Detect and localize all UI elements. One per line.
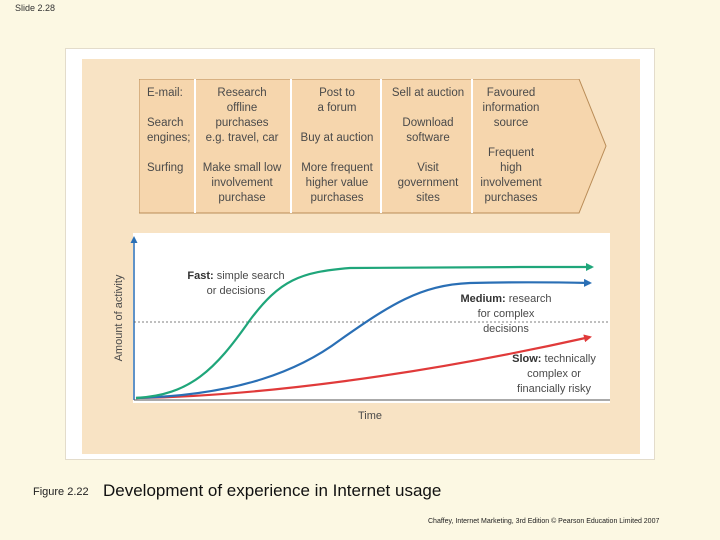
cell-sell-auction: Sell at auction — [391, 87, 465, 99]
slow-label: Slow: technically complex or financially… — [502, 352, 606, 397]
slow-label-text: technically complex or financially risky — [517, 353, 596, 395]
medium-label-bold: Medium: — [460, 293, 506, 305]
slide-number: Slide 2.28 — [15, 3, 56, 13]
fast-label-bold: Fast: — [187, 270, 214, 282]
cell-download-software: Download software — [402, 117, 454, 144]
cell-high-involvement: Frequent high involvement purchases — [480, 147, 542, 204]
x-axis-label: Time — [357, 410, 383, 422]
cell-post-forum: Post to a forum — [317, 87, 357, 114]
cell-search-engines: Search engines; — [147, 117, 191, 144]
medium-label-text: research for complex decisions — [477, 293, 552, 335]
credit-line: Chaffey, Internet Marketing, 3rd Edition… — [428, 518, 660, 525]
stage-arrow — [139, 79, 607, 214]
medium-curve — [135, 278, 592, 400]
slow-label-bold: Slow: — [512, 353, 542, 365]
cell-frequent-purchases: More frequent higher value purchases — [301, 162, 373, 204]
cell-surfing: Surfing — [147, 162, 184, 174]
cell-research-offline: Research offline purchases e.g. travel, … — [205, 87, 279, 144]
figure-number: Figure 2.22 — [33, 486, 89, 498]
cell-email: E-mail: — [147, 87, 183, 99]
cell-small-purchase: Make small low involvement purchase — [202, 162, 282, 204]
slow-curve — [135, 334, 592, 400]
fast-label-text: simple search or decisions — [206, 270, 285, 297]
fast-curve — [135, 263, 594, 400]
cell-visit-government: Visit government sites — [397, 162, 459, 204]
figure-title: Development of experience in Internet us… — [103, 481, 442, 500]
medium-label: Medium: research for complex decisions — [452, 292, 560, 337]
cell-buy-auction: Buy at auction — [300, 132, 374, 144]
y-axis-label: Amount of activity — [113, 274, 125, 362]
cell-favoured-source: Favoured information source — [482, 87, 540, 129]
fast-label: Fast: simple search or decisions — [180, 269, 292, 299]
